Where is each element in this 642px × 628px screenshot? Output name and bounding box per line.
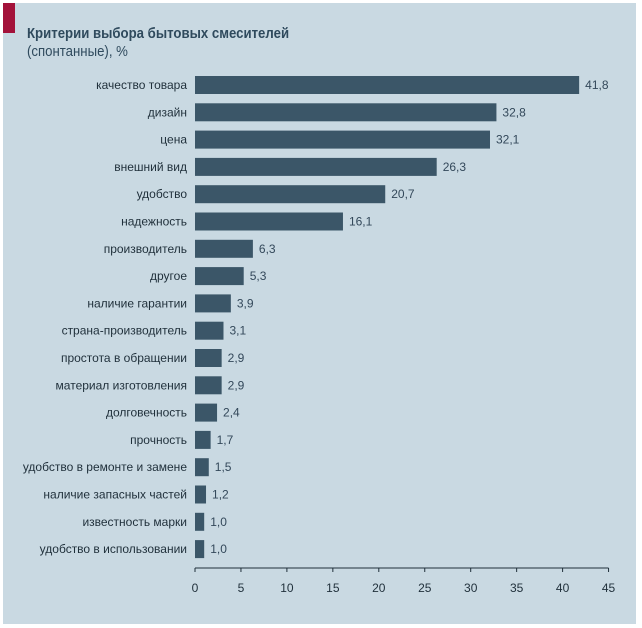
category-label: долговечность (106, 406, 187, 420)
bar (195, 512, 205, 531)
category-label: удобство в использовании (40, 542, 187, 556)
x-tick-label: 45 (602, 581, 616, 595)
x-tick-label: 20 (372, 581, 386, 595)
value-label: 2,9 (228, 351, 245, 365)
value-label: 3,1 (229, 324, 246, 338)
bar (195, 239, 253, 258)
bar (195, 485, 207, 504)
category-label: надежность (121, 215, 187, 229)
x-tick-label: 5 (238, 581, 245, 595)
accent-bar (3, 3, 15, 33)
bar (195, 430, 211, 449)
x-tick-label: 15 (326, 581, 340, 595)
value-label: 3,9 (237, 296, 254, 310)
bar (195, 458, 209, 477)
value-label: 20,7 (391, 187, 415, 201)
bar (195, 349, 222, 367)
value-label: 1,7 (217, 433, 234, 447)
value-label: 2,4 (223, 406, 240, 420)
bar (195, 185, 386, 204)
bar (195, 540, 205, 559)
chart-panel: Критерии выбора бытовых смесителей (спон… (3, 3, 636, 624)
bars-layer: качество товара 41,8 дизайн 32,8 цена 32,1 вне… (23, 76, 609, 559)
category-label: другое (150, 269, 187, 283)
category-label: дизайн (148, 105, 187, 119)
bar-chart: качество товара 41,8 дизайн 32,8 цена 32,1 вне… (23, 76, 616, 595)
value-label: 6,3 (259, 242, 276, 256)
value-label: 41,8 (585, 78, 609, 92)
x-tick-label: 10 (280, 581, 294, 595)
value-label: 32,8 (502, 105, 526, 119)
x-tick-label: 0 (192, 581, 199, 595)
category-label: удобство в ремонте и замене (23, 460, 188, 474)
category-label: производитель (104, 242, 187, 256)
x-tick-label: 30 (464, 581, 478, 595)
category-label: внешний вид (114, 160, 187, 174)
bar (195, 321, 224, 340)
bar (195, 376, 222, 395)
category-label: наличие гарантии (87, 296, 187, 310)
value-label: 2,9 (228, 378, 245, 392)
category-label: наличие запасных частей (43, 488, 187, 502)
bar (195, 76, 580, 94)
category-label: страна-производитель (62, 324, 187, 338)
x-tick-label: 35 (510, 581, 524, 595)
chart-title: Критерии выбора бытовых смесителей (27, 25, 290, 42)
value-label: 1,0 (210, 515, 227, 529)
value-label: 1,5 (215, 460, 232, 474)
value-label: 26,3 (443, 160, 467, 174)
category-label: удобство (137, 187, 188, 201)
x-tick-label: 25 (418, 581, 432, 595)
value-label: 32,1 (496, 133, 520, 147)
category-label: прочность (130, 433, 187, 447)
category-label: качество товара (96, 78, 187, 92)
x-tick-label: 40 (556, 581, 570, 595)
bar (195, 103, 497, 122)
category-label: известность марки (82, 515, 187, 529)
category-label: цена (160, 133, 187, 147)
bar (195, 403, 218, 422)
bar (195, 294, 231, 313)
value-label: 1,2 (212, 488, 229, 502)
category-label: простота в обращении (61, 351, 187, 365)
x-axis: 0 5 10 15 20 25 30 35 40 45 (192, 567, 616, 595)
value-label: 5,3 (250, 269, 267, 283)
value-label: 1,0 (210, 542, 227, 556)
value-label: 16,1 (349, 215, 373, 229)
bar (195, 157, 437, 176)
chart-subtitle: (спонтанные), % (27, 43, 128, 60)
bar (195, 130, 490, 149)
category-label: материал изготовления (56, 378, 187, 392)
bar (195, 267, 244, 286)
bar (195, 212, 343, 231)
